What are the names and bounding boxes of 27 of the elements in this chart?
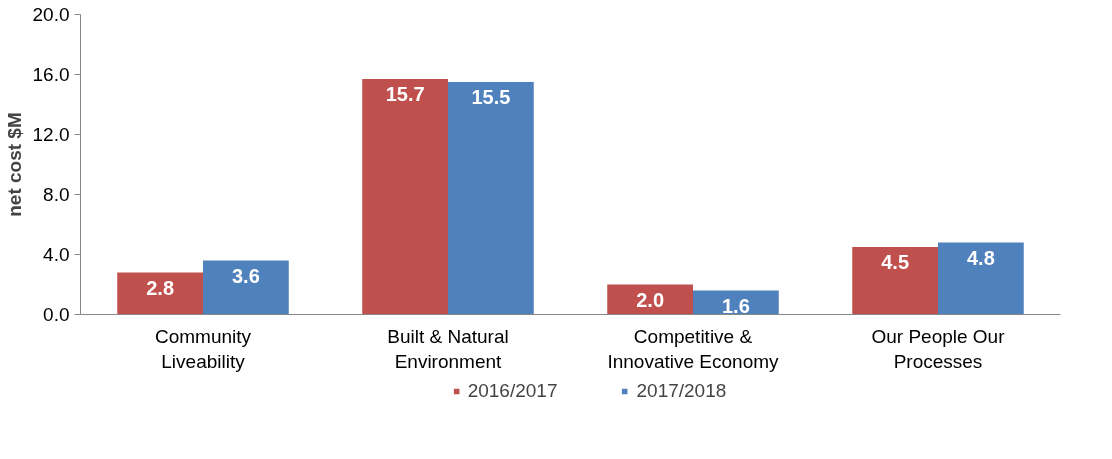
- y-tick-label: 8.0: [43, 184, 70, 205]
- x-tick-label: Community Liveability: [154, 325, 252, 372]
- y-tick-label: 20.0: [32, 4, 70, 25]
- y-tick-label: 0.0: [43, 304, 70, 325]
- bar: [852, 247, 938, 315]
- x-tick-label: Our People Our Processes: [871, 325, 1006, 372]
- data-label: 2.0: [636, 288, 665, 311]
- bar: [938, 242, 1024, 315]
- data-label: 2.8: [146, 276, 175, 299]
- bar: [362, 79, 448, 315]
- bar: [117, 272, 203, 315]
- y-tick-label: 16.0: [32, 64, 70, 85]
- x-tick-label: Built & Natural Environment: [387, 325, 509, 372]
- data-label: 4.8: [966, 246, 995, 269]
- y-axis-title: net cost $M: [3, 112, 25, 217]
- y-tick-label: 4.0: [43, 244, 70, 265]
- y-tick-label: 12.0: [32, 124, 70, 145]
- data-label: 15.5: [471, 86, 511, 108]
- data-label: 3.6: [231, 264, 260, 287]
- data-label: 15.7: [385, 83, 425, 105]
- bar: [448, 82, 534, 315]
- data-label: 4.5: [881, 251, 910, 273]
- data-label: 1.6: [721, 294, 750, 317]
- legend-label: 2017/2018: [636, 380, 727, 402]
- x-tick-label: Competitive & Innovative Economy: [607, 325, 780, 372]
- bar: [203, 260, 289, 315]
- legend-label: 2016/2017: [467, 380, 558, 402]
